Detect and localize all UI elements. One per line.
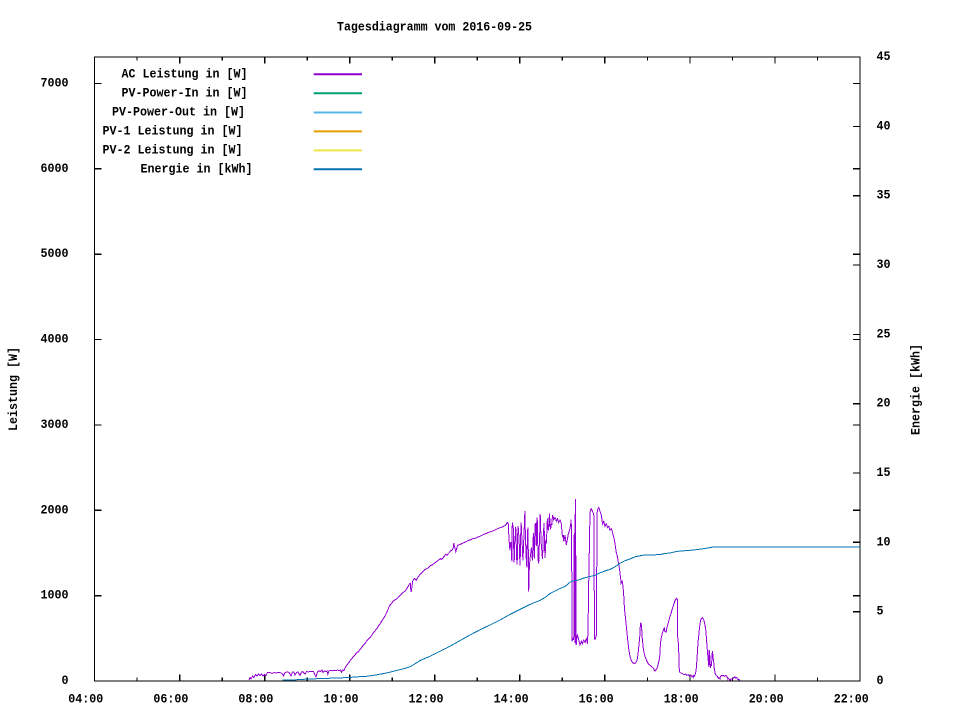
svg-text:Energie [kWh]: Energie [kWh] xyxy=(909,344,924,435)
svg-text:PV-Power-In in [W]: PV-Power-In in [W] xyxy=(122,85,248,100)
svg-text:Tagesdiagramm vom 2016-09-25: Tagesdiagramm vom 2016-09-25 xyxy=(337,20,532,35)
svg-text:18:00: 18:00 xyxy=(664,692,699,707)
svg-text:5000: 5000 xyxy=(41,246,69,261)
svg-text:10:00: 10:00 xyxy=(324,692,359,707)
svg-text:PV-1 Leistung in [W]: PV-1 Leistung in [W] xyxy=(103,123,243,138)
svg-text:6000: 6000 xyxy=(41,161,69,176)
svg-text:08:00: 08:00 xyxy=(238,692,273,707)
svg-text:04:00: 04:00 xyxy=(68,692,103,707)
svg-text:2000: 2000 xyxy=(41,502,69,517)
svg-text:Energie in [kWh]: Energie in [kWh] xyxy=(141,161,253,176)
svg-text:10: 10 xyxy=(877,534,891,549)
svg-text:0: 0 xyxy=(877,673,884,688)
svg-text:PV-2 Leistung in [W]: PV-2 Leistung in [W] xyxy=(103,142,243,157)
svg-text:0: 0 xyxy=(62,673,69,688)
svg-text:40: 40 xyxy=(877,118,891,133)
svg-text:30: 30 xyxy=(877,257,891,272)
svg-text:16:00: 16:00 xyxy=(579,692,614,707)
svg-text:Leistung [W]: Leistung [W] xyxy=(6,347,21,431)
svg-text:35: 35 xyxy=(877,188,891,203)
svg-text:14:00: 14:00 xyxy=(494,692,529,707)
svg-text:3000: 3000 xyxy=(41,417,69,432)
svg-text:15: 15 xyxy=(877,465,891,480)
svg-text:1000: 1000 xyxy=(41,588,69,603)
svg-text:4000: 4000 xyxy=(41,332,69,347)
svg-text:06:00: 06:00 xyxy=(153,692,188,707)
svg-text:5: 5 xyxy=(877,604,884,619)
svg-text:45: 45 xyxy=(877,49,891,64)
svg-text:20:00: 20:00 xyxy=(749,692,784,707)
svg-text:25: 25 xyxy=(877,326,891,341)
svg-text:20: 20 xyxy=(877,396,891,411)
svg-text:12:00: 12:00 xyxy=(409,692,444,707)
svg-text:AC Leistung in [W]: AC Leistung in [W] xyxy=(122,66,248,81)
svg-text:7000: 7000 xyxy=(41,75,69,90)
svg-text:22:00: 22:00 xyxy=(834,692,869,707)
svg-text:PV-Power-Out in [W]: PV-Power-Out in [W] xyxy=(112,105,245,120)
